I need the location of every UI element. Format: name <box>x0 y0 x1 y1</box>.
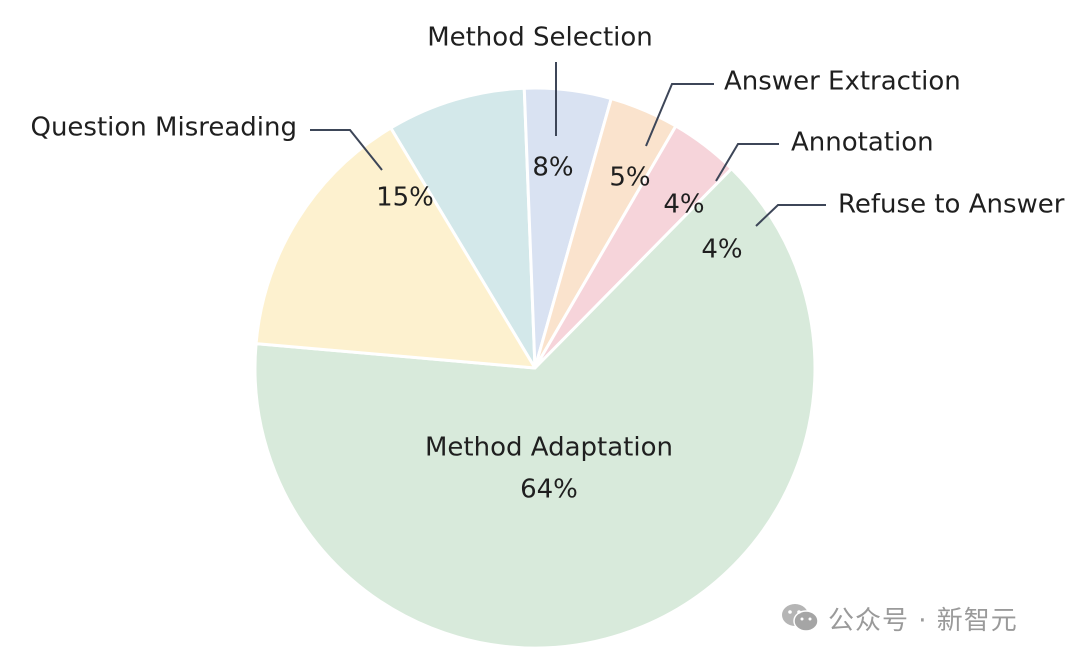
slice-labels: Method Selection 8% Answer Extraction 5% Ann… <box>30 23 1064 505</box>
leader-line-refuse-to-answer <box>755 204 826 227</box>
category-label-annotation: Annotation <box>791 128 934 158</box>
leader-line-answer-extraction <box>645 83 714 147</box>
value-label-refuse-to-answer: 4% <box>701 235 742 265</box>
leader-lines <box>310 62 826 227</box>
value-label-question-misreading: 15% <box>376 183 434 213</box>
value-label-method-selection: 8% <box>532 153 573 183</box>
pie-slice-question-misreading <box>254 126 537 370</box>
leader-line-question-misreading <box>310 129 383 171</box>
category-label-method-selection: Method Selection <box>427 23 653 53</box>
pie-slice-method-adaptation <box>253 167 817 650</box>
value-label-annotation: 4% <box>663 190 704 220</box>
watermark: 公众号 · 新智元 <box>780 598 1018 638</box>
category-label-question-misreading: Question Misreading <box>30 113 297 143</box>
wechat-icon <box>782 604 819 632</box>
pie-slice-method-selection <box>389 86 537 370</box>
value-label-method-adaptation: 64% <box>520 475 578 505</box>
leader-line-annotation <box>715 143 779 182</box>
watermark-text: 公众号 · 新智元 <box>828 605 1018 636</box>
category-label-method-adaptation: Method Adaptation <box>425 433 673 463</box>
value-label-answer-extraction: 5% <box>609 163 650 193</box>
category-label-answer-extraction: Answer Extraction <box>724 67 961 97</box>
pie-slices <box>253 86 817 650</box>
category-label-refuse-to-answer: Refuse to Answer <box>838 190 1065 220</box>
